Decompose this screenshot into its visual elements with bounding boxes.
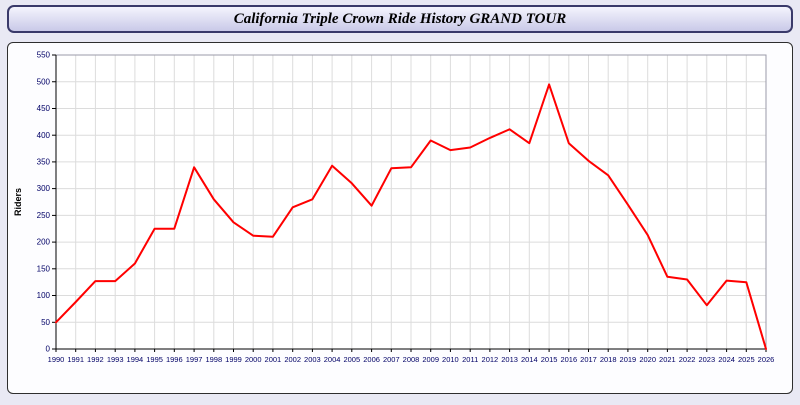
svg-text:2006: 2006 [363, 355, 380, 364]
svg-text:1995: 1995 [146, 355, 163, 364]
svg-text:2003: 2003 [304, 355, 321, 364]
chart-panel: 0 50 100 150 200 250 300 350 400 450 500 550 1990 199… [7, 42, 793, 394]
svg-text:2004: 2004 [324, 355, 341, 364]
svg-text:2015: 2015 [541, 355, 558, 364]
svg-text:1996: 1996 [166, 355, 183, 364]
svg-text:2009: 2009 [422, 355, 439, 364]
svg-text:2001: 2001 [265, 355, 282, 364]
svg-text:2005: 2005 [343, 355, 360, 364]
svg-text:1991: 1991 [67, 355, 84, 364]
line-chart: 0 50 100 150 200 250 300 350 400 450 500 550 1990 199… [8, 43, 792, 391]
svg-text:2011: 2011 [462, 355, 478, 364]
chart-title-bar: California Triple Crown Ride History GRA… [7, 5, 793, 33]
svg-text:200: 200 [37, 238, 51, 247]
svg-text:2016: 2016 [560, 355, 577, 364]
svg-text:2018: 2018 [600, 355, 617, 364]
svg-text:1997: 1997 [186, 355, 203, 364]
svg-text:2026: 2026 [758, 355, 775, 364]
svg-text:2023: 2023 [698, 355, 715, 364]
svg-text:2019: 2019 [620, 355, 637, 364]
svg-text:2000: 2000 [245, 355, 262, 364]
svg-text:1990: 1990 [48, 355, 65, 364]
svg-text:2022: 2022 [679, 355, 696, 364]
svg-text:2021: 2021 [659, 355, 676, 364]
svg-text:150: 150 [37, 264, 51, 273]
svg-text:0: 0 [46, 345, 51, 354]
svg-text:2020: 2020 [639, 355, 656, 364]
svg-text:100: 100 [37, 291, 51, 300]
svg-text:2013: 2013 [501, 355, 518, 364]
svg-text:1998: 1998 [205, 355, 222, 364]
svg-text:2017: 2017 [580, 355, 597, 364]
svg-text:2014: 2014 [521, 355, 538, 364]
svg-text:1993: 1993 [107, 355, 124, 364]
page-title: California Triple Crown Ride History GRA… [233, 10, 567, 27]
svg-text:300: 300 [37, 184, 51, 193]
svg-text:500: 500 [37, 77, 51, 86]
svg-text:350: 350 [37, 158, 51, 167]
svg-text:2007: 2007 [383, 355, 400, 364]
svg-text:450: 450 [37, 104, 51, 113]
svg-text:2002: 2002 [284, 355, 301, 364]
svg-text:2024: 2024 [718, 355, 735, 364]
svg-text:2010: 2010 [442, 355, 459, 364]
svg-text:Riders: Riders [13, 188, 23, 216]
svg-text:2025: 2025 [738, 355, 755, 364]
svg-text:1992: 1992 [87, 355, 104, 364]
svg-text:2012: 2012 [482, 355, 499, 364]
svg-text:2008: 2008 [403, 355, 420, 364]
svg-text:250: 250 [37, 211, 51, 220]
svg-text:1994: 1994 [127, 355, 144, 364]
svg-text:550: 550 [37, 51, 51, 60]
svg-text:400: 400 [37, 131, 51, 140]
svg-text:1999: 1999 [225, 355, 242, 364]
svg-text:50: 50 [41, 318, 50, 327]
